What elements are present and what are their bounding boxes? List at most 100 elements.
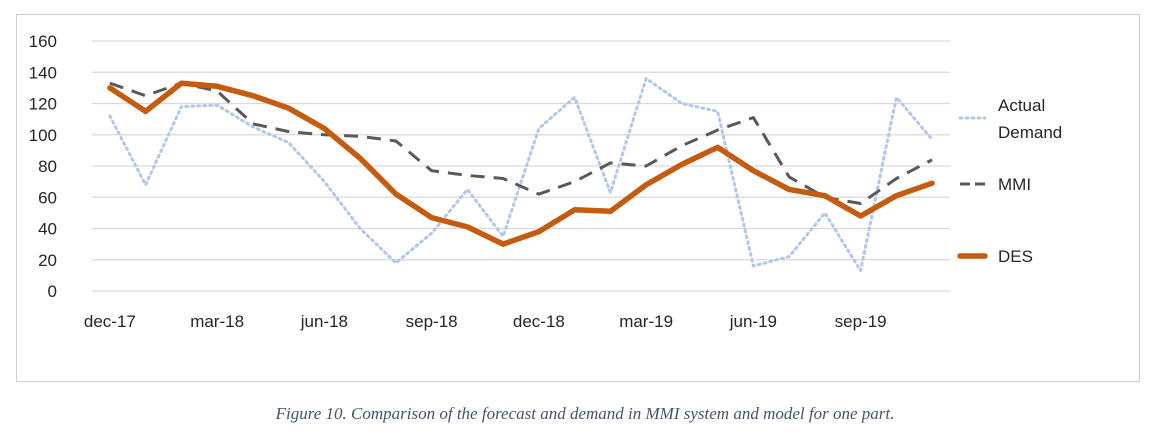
x-tick-label: sep-18 — [406, 312, 458, 331]
data-point-des — [538, 231, 540, 233]
data-point-actual-demand — [574, 96, 576, 98]
data-point-mmi — [145, 95, 147, 97]
data-point-mmi — [681, 145, 683, 147]
legend-label-actual-demand: Demand — [998, 123, 1062, 142]
data-point-des — [467, 226, 469, 228]
data-point-des — [681, 164, 683, 166]
data-point-des — [610, 211, 612, 213]
data-point-actual-demand — [431, 232, 433, 234]
data-point-actual-demand — [931, 139, 933, 141]
data-point-actual-demand — [538, 128, 540, 130]
data-point-mmi — [788, 176, 790, 178]
data-point-des — [753, 170, 755, 172]
x-tick-label: jun-19 — [729, 312, 777, 331]
data-point-mmi — [431, 170, 433, 172]
data-point-mmi — [359, 136, 361, 138]
data-point-actual-demand — [395, 262, 397, 264]
figure-caption: Figure 10. Comparison of the forecast an… — [275, 404, 895, 423]
data-point-des — [109, 87, 111, 89]
data-point-des — [502, 243, 504, 245]
y-axis-ticks: 0 20 40 60 80 100 120 140 160 — [29, 32, 57, 301]
data-point-des — [324, 128, 326, 130]
x-tick-label: mar-19 — [619, 312, 673, 331]
data-point-mmi — [896, 178, 898, 180]
data-point-actual-demand — [610, 192, 612, 194]
x-tick-label: dec-18 — [513, 312, 565, 331]
data-point-actual-demand — [109, 115, 111, 117]
data-point-mmi — [610, 162, 612, 164]
data-point-des — [717, 146, 719, 148]
data-point-actual-demand — [324, 181, 326, 183]
series-line-des — [107, 80, 935, 247]
data-point-mmi — [931, 159, 933, 161]
data-point-mmi — [467, 175, 469, 177]
data-point-des — [824, 195, 826, 197]
data-point-mmi — [574, 181, 576, 183]
x-tick-label: jun-18 — [300, 312, 348, 331]
legend-label-actual-demand: Actual — [998, 96, 1045, 115]
data-point-actual-demand — [467, 189, 469, 191]
data-point-actual-demand — [288, 142, 290, 144]
y-tick-label: 40 — [38, 220, 57, 239]
x-tick-label: mar-18 — [190, 312, 244, 331]
data-point-des — [931, 182, 933, 184]
legend-label-des: DES — [998, 247, 1033, 266]
data-point-actual-demand — [645, 78, 647, 80]
y-tick-label: 100 — [29, 126, 57, 145]
legend-label-mmi: MMI — [998, 175, 1031, 194]
data-point-des — [574, 209, 576, 211]
chart-frame: 0 20 40 60 80 100 120 140 160 dec-17 mar-18 jun-18… — [16, 14, 1140, 382]
data-point-actual-demand — [216, 104, 218, 106]
y-tick-label: 60 — [38, 188, 57, 207]
data-point-des — [645, 184, 647, 186]
data-point-actual-demand — [252, 126, 254, 128]
data-point-des — [252, 95, 254, 97]
x-axis-ticks: dec-17 mar-18 jun-18 sep-18 dec-18 mar-19 jun-… — [84, 312, 887, 331]
y-tick-label: 140 — [29, 63, 57, 82]
data-point-mmi — [252, 123, 254, 125]
series-lines — [107, 77, 935, 273]
data-point-actual-demand — [860, 270, 862, 272]
data-point-des — [359, 157, 361, 159]
data-point-mmi — [395, 140, 397, 142]
y-tick-label: 120 — [29, 95, 57, 114]
data-point-actual-demand — [896, 96, 898, 98]
data-point-actual-demand — [145, 184, 147, 186]
data-point-des — [896, 195, 898, 197]
data-point-mmi — [324, 134, 326, 136]
y-tick-label: 80 — [38, 157, 57, 176]
data-point-mmi — [288, 131, 290, 133]
x-tick-label: sep-19 — [835, 312, 887, 331]
data-point-des — [788, 189, 790, 191]
data-point-des — [395, 193, 397, 195]
data-point-mmi — [216, 90, 218, 92]
y-tick-label: 160 — [29, 32, 57, 51]
data-point-mmi — [645, 165, 647, 167]
y-tick-label: 20 — [38, 251, 57, 270]
data-point-actual-demand — [717, 111, 719, 113]
data-point-mmi — [109, 82, 111, 84]
line-chart: 0 20 40 60 80 100 120 140 160 dec-17 mar-18 jun-18… — [29, 32, 1063, 331]
x-tick-label: dec-17 — [84, 312, 136, 331]
series-line-actual-demand — [108, 77, 934, 273]
data-point-des — [860, 215, 862, 217]
data-point-des — [216, 86, 218, 88]
data-point-des — [288, 107, 290, 109]
legend: Actual Demand MMI DES — [957, 96, 1062, 266]
data-point-mmi — [502, 178, 504, 180]
data-point-mmi — [860, 203, 862, 205]
data-point-actual-demand — [753, 265, 755, 267]
data-point-des — [145, 111, 147, 113]
series-line-mmi — [109, 81, 933, 205]
data-point-mmi — [717, 129, 719, 131]
data-point-mmi — [753, 117, 755, 119]
data-point-mmi — [538, 193, 540, 195]
data-point-actual-demand — [502, 236, 504, 238]
data-point-actual-demand — [788, 256, 790, 258]
data-point-actual-demand — [824, 212, 826, 214]
gridlines — [92, 40, 950, 292]
data-point-actual-demand — [359, 228, 361, 230]
data-point-actual-demand — [181, 106, 183, 108]
data-point-actual-demand — [681, 103, 683, 105]
y-tick-label: 0 — [48, 282, 57, 301]
